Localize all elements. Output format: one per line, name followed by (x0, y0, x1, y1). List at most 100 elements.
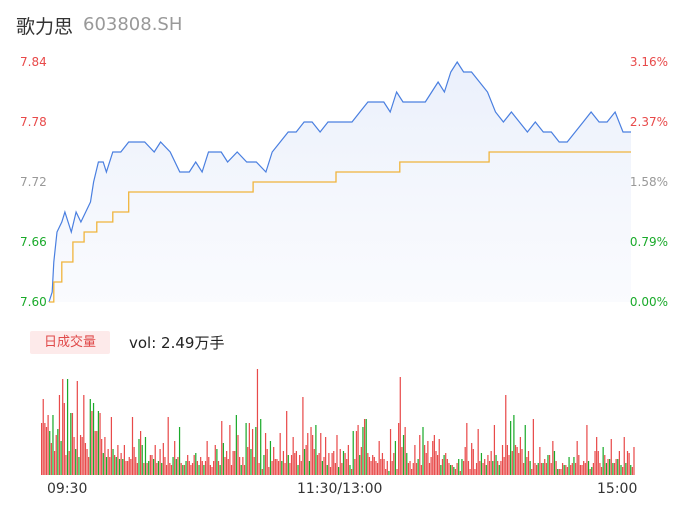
volume-bar (529, 461, 531, 475)
volume-bar (156, 463, 158, 475)
volume-bar (333, 451, 335, 475)
volume-bar (631, 467, 633, 475)
volume-bar (289, 463, 291, 475)
volume-bar (484, 459, 486, 475)
volume-bar (409, 461, 411, 475)
volume-bar (65, 455, 67, 475)
volume-bar (235, 415, 237, 475)
volume-bar (526, 457, 528, 475)
volume-bar (227, 459, 229, 475)
volume-bar (73, 437, 75, 475)
volume-bar (618, 451, 620, 475)
volume-bar (245, 423, 247, 475)
volume-bar (378, 441, 380, 475)
volume-bar (537, 463, 539, 475)
volume-bar (203, 465, 205, 475)
volume-bar (178, 427, 181, 475)
volume-bar (456, 463, 458, 475)
volume-bar (519, 437, 521, 475)
volume-bar (594, 451, 596, 475)
volume-bar (44, 423, 46, 475)
volume-bar (92, 403, 95, 475)
volume-bar (169, 463, 171, 475)
volume-bar (89, 399, 91, 475)
volume-bar (346, 459, 348, 475)
volume-bar (508, 455, 510, 475)
volume-bar (438, 439, 440, 475)
volume-bar (607, 459, 609, 475)
volume-bar (349, 465, 351, 475)
volume-bar (370, 461, 372, 475)
volume-bar (320, 433, 322, 475)
volume-bar (277, 461, 280, 475)
volume-bar (243, 465, 246, 475)
volume-bar (412, 463, 414, 475)
volume-bar (565, 465, 567, 475)
volume-bar (500, 461, 502, 475)
volume-bar (71, 413, 74, 475)
volume-bar (55, 435, 57, 475)
volume-bar (185, 461, 187, 475)
volume-bar (420, 465, 422, 475)
volume-bar (587, 461, 590, 475)
volume-bar (497, 461, 499, 475)
volume-bar (375, 461, 377, 475)
volume-bar (266, 449, 268, 475)
volume-bar (268, 467, 270, 475)
volume-bar (148, 461, 150, 475)
volume-bar (255, 427, 257, 475)
volume-bar (570, 465, 572, 475)
volume-bar (406, 453, 408, 475)
volume-bar (449, 465, 452, 475)
volume-bar (62, 379, 64, 475)
volume-bar (170, 465, 173, 475)
volume-bar (402, 435, 405, 475)
volume-bar (561, 463, 564, 475)
volume-bar (260, 419, 262, 475)
volume-bar (222, 443, 224, 475)
volume-bar (342, 451, 345, 475)
volume-bar (45, 427, 48, 475)
volume-bar (237, 435, 239, 475)
volume-bar (196, 461, 199, 475)
volume-bar (568, 457, 570, 475)
volume-bar (474, 469, 476, 475)
volume-bar (174, 441, 176, 475)
volume-bar (279, 433, 281, 475)
volume-bar (451, 465, 453, 475)
volume-bar (352, 431, 354, 475)
volume-bar (428, 463, 431, 475)
volume-bar (399, 377, 401, 475)
volume-bar (214, 445, 216, 475)
volume-tab[interactable]: 日成交量 (30, 331, 110, 354)
volume-bar (415, 463, 418, 475)
volume-bar (360, 447, 362, 475)
volume-bar (273, 447, 275, 475)
volume-bar (152, 459, 155, 475)
volume-bar (592, 463, 595, 475)
volume-bar (383, 459, 385, 475)
volume-bar (49, 431, 51, 475)
volume-bar (419, 435, 421, 475)
volume-bar (381, 453, 384, 475)
volume-bar (341, 463, 343, 475)
volume-bar (362, 427, 364, 475)
volume-bar (118, 459, 121, 475)
volume-bar (490, 451, 492, 475)
volume-bar (248, 423, 250, 475)
volume-bar (104, 437, 106, 475)
volume-bar (597, 451, 599, 475)
volume-bar (117, 445, 119, 475)
volume-bar (339, 449, 341, 475)
y-tick-right: 2.37% (630, 115, 668, 129)
volume-bar (394, 441, 397, 475)
volume-bar (94, 431, 96, 475)
volume-bar (454, 469, 457, 475)
volume-bar (466, 423, 468, 475)
volume-bar (388, 471, 390, 475)
volume-bar (261, 469, 263, 475)
volume-bar (127, 461, 129, 475)
volume-bar (453, 467, 455, 475)
volume-bar (190, 465, 192, 475)
